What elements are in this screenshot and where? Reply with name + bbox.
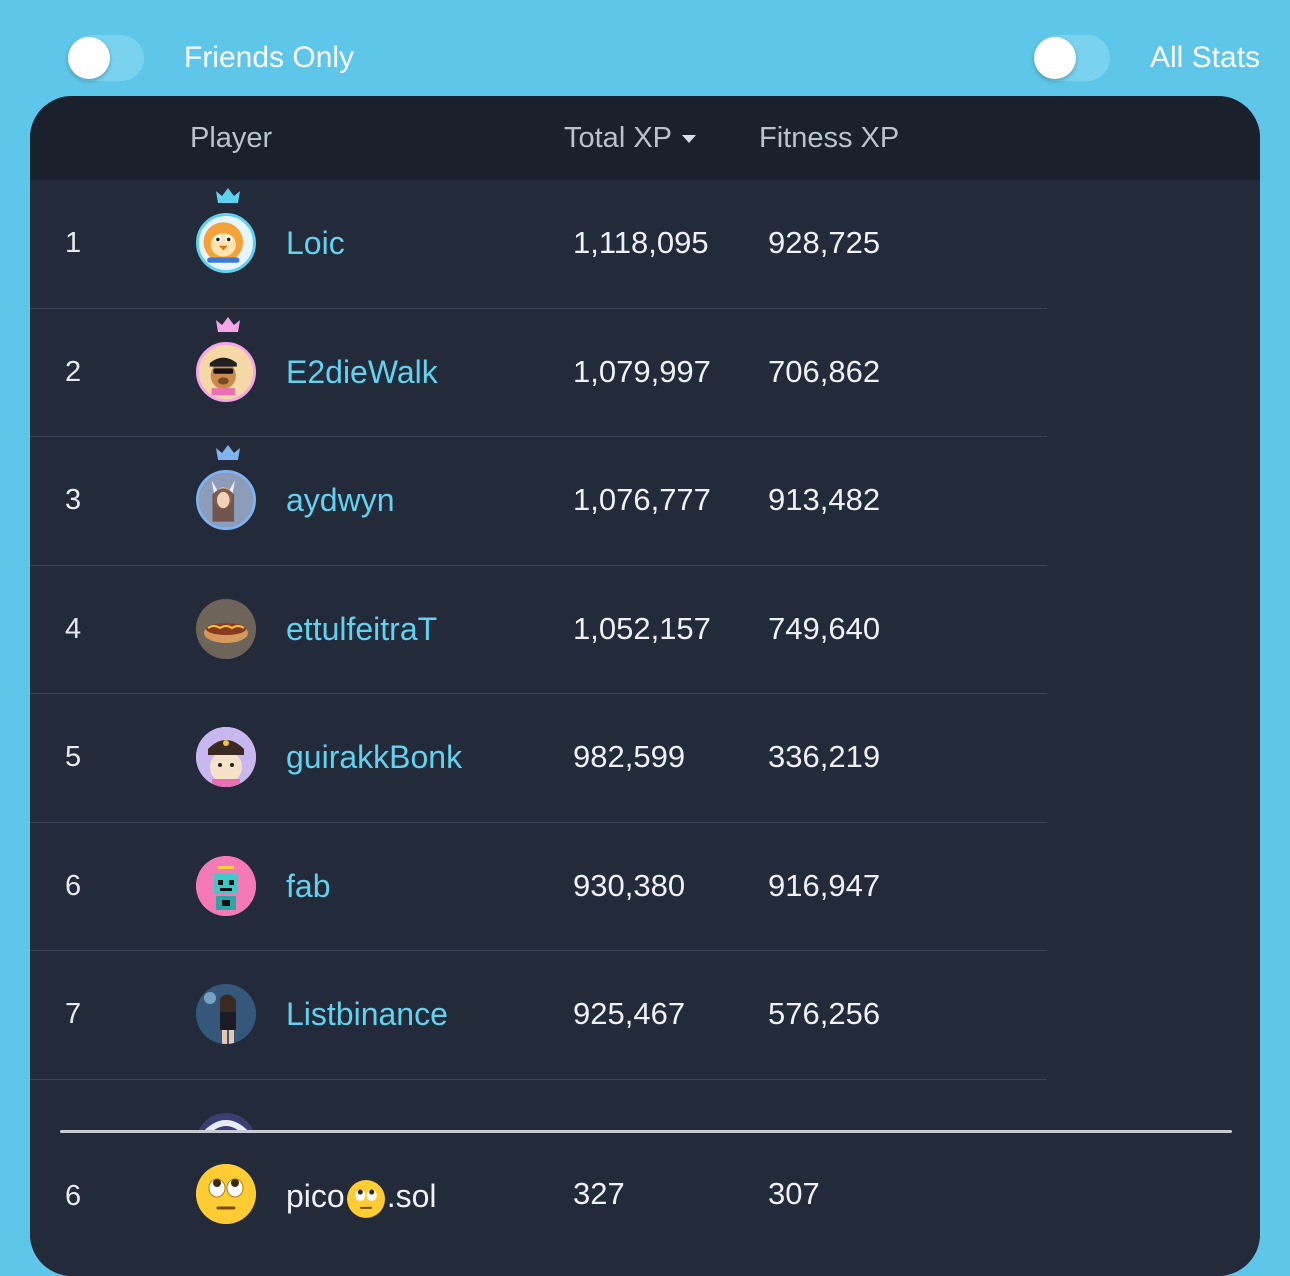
face-with-rolling-eyes-emoji (196, 1164, 256, 1224)
fitness-xp: 749,640 (768, 610, 881, 646)
player-name[interactable]: pico .sol (286, 1176, 437, 1218)
player-name[interactable]: Listbinance (286, 996, 448, 1032)
table-row[interactable]: 2 E2dieWalk 1,079,997 706,862 (30, 309, 1047, 437)
total-xp: 1,118,095 (573, 225, 709, 260)
rank: 3 (65, 484, 82, 516)
penguin-avatar-icon (203, 222, 244, 263)
rank: 6 (65, 1180, 82, 1212)
header-fitness-xp[interactable]: Fitness XP (759, 122, 900, 154)
fitness-xp: 913,482 (768, 482, 881, 517)
fitness-xp: 307 (768, 1176, 820, 1211)
all-stats-toggle[interactable] (1034, 35, 1110, 81)
fitness-xp: 916,947 (768, 867, 881, 903)
player-name[interactable]: guirakkBonk (286, 739, 463, 775)
friends-only-label: Friends Only (184, 41, 355, 74)
table-row[interactable]: 4 ettulfeitraT 1,052,157 749,640 (30, 566, 1047, 694)
all-stats-label: All Stats (1150, 41, 1261, 74)
header-player[interactable]: Player (190, 122, 273, 154)
avatar (196, 855, 256, 916)
rank: 7 (65, 998, 82, 1030)
crown-icon (216, 316, 240, 332)
leaderboard-rows[interactable]: 1 Loic 1,118,095 928,725 2 (30, 180, 1260, 1134)
rank: 2 (65, 355, 82, 388)
total-xp: 1,079,997 (573, 353, 711, 389)
player-name[interactable]: ettulfeitraT (286, 610, 438, 647)
crown-icon (216, 188, 240, 203)
friends-only-toggle[interactable] (68, 35, 144, 81)
total-xp: 1,076,777 (573, 482, 711, 517)
table-row[interactable]: 7 Listbinance 925,467 576,256 (30, 951, 1047, 1080)
leaderboard-card: Player Total XP Fitness XP 1 L (30, 96, 1260, 1276)
fitness-xp: 576,256 (768, 996, 881, 1031)
avatar (196, 470, 256, 530)
avatar (196, 213, 256, 273)
dog-avatar-icon (199, 344, 253, 399)
table-row[interactable]: 6 fab 930,380 916,947 (30, 823, 1047, 951)
table-row[interactable]: 3 aydwyn 1,076,777 913,482 (30, 437, 1047, 566)
avatar (196, 341, 256, 402)
anime-character-avatar-icon (199, 473, 253, 527)
total-xp: 982,599 (573, 739, 686, 774)
divider (60, 1130, 1232, 1133)
player-name-suffix: .sol (386, 1178, 437, 1214)
rank: 6 (65, 869, 82, 902)
rank: 5 (65, 741, 82, 773)
avatar (196, 598, 256, 659)
player-name[interactable]: E2dieWalk (286, 353, 438, 390)
player-name[interactable]: fab (286, 867, 331, 904)
rank: 1 (65, 227, 82, 259)
total-xp: 930,380 (573, 867, 686, 903)
fitness-xp: 928,725 (768, 225, 881, 260)
fitness-xp: 706,862 (768, 353, 881, 389)
caret-down-icon (682, 135, 696, 144)
toggle-knob (1034, 37, 1076, 79)
crown-icon (216, 445, 240, 460)
fitness-xp: 754,072 (768, 1123, 880, 1135)
face-with-rolling-eyes-emoji (346, 1179, 385, 1218)
hot-dog-avatar-icon (196, 598, 256, 659)
toggle-knob (68, 37, 110, 79)
header-total-xp-label: Total XP (564, 122, 672, 154)
total-xp: 925,467 (573, 996, 686, 1031)
table-row[interactable]: 1 Loic 1,118,095 928,725 (30, 180, 1047, 309)
avatar (196, 984, 256, 1044)
table-row[interactable]: 5 guirakkBonk 982,599 336,219 (30, 694, 1047, 823)
fitness-xp: 336,219 (768, 739, 881, 774)
player-name[interactable]: aydwyn (286, 482, 395, 518)
total-xp: 867,889 (573, 1123, 685, 1135)
current-user-row[interactable]: 6 pico .sol 327 307 (30, 1130, 1260, 1276)
avatar (196, 1164, 256, 1224)
photo-avatar-icon (196, 984, 256, 1044)
player-name-prefix: pico (286, 1178, 345, 1214)
total-xp: 327 (573, 1176, 625, 1211)
pixel-robot-avatar-icon (196, 855, 256, 916)
avatar (196, 727, 256, 787)
total-xp: 1,052,157 (573, 610, 711, 646)
table-header: Player Total XP Fitness XP (30, 96, 1260, 180)
rank: 4 (65, 612, 82, 645)
player-name[interactable]: rindos (286, 1123, 373, 1135)
dog-with-hat-avatar-icon (196, 727, 256, 787)
header-total-xp[interactable]: Total XP (564, 120, 696, 156)
table-row[interactable]: 8 rindos 867,889 754,072 (30, 1080, 1047, 1135)
player-name[interactable]: Loic (286, 225, 345, 261)
